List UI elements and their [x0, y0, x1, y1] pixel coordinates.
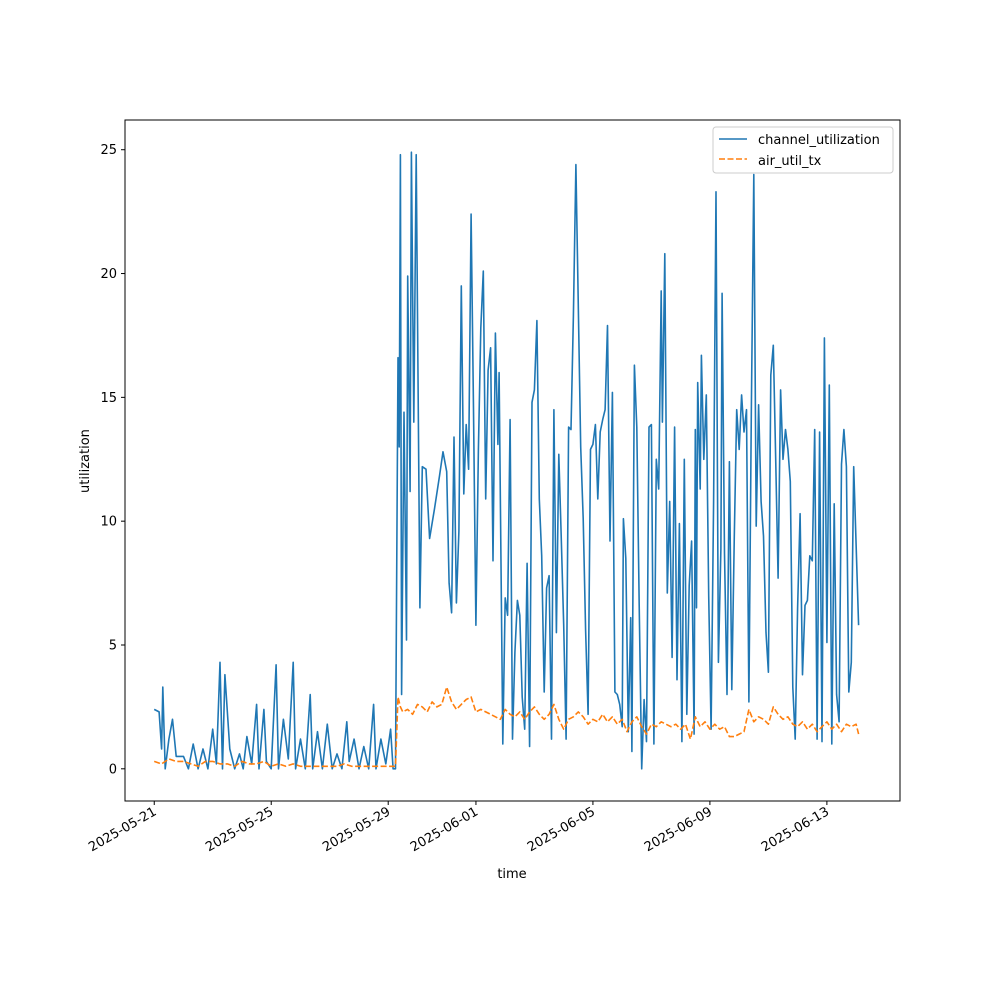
legend-label-air-util-tx: air_util_tx [758, 154, 822, 169]
y-axis-ticks: 0 5 10 15 20 25 [100, 143, 125, 777]
x-axis-label: time [497, 867, 526, 882]
legend-label-channel-utilization: channel_utilization [758, 133, 880, 148]
legend-box [712, 126, 894, 174]
y-tick-label: 15 [100, 391, 117, 406]
series-line-air-util-tx [153, 686, 860, 768]
y-tick-label: 10 [100, 515, 117, 530]
axes-frame [124, 119, 901, 802]
series-line-channel-utilization [153, 151, 860, 770]
y-tick-label: 25 [100, 143, 117, 158]
y-tick-label: 20 [100, 267, 117, 282]
plot-area [153, 151, 860, 770]
y-tick-label: 0 [109, 762, 117, 777]
legend: channel_utilization air_util_tx [712, 126, 894, 174]
y-axis-label: utilization [78, 429, 93, 493]
y-tick-label: 5 [109, 638, 117, 653]
